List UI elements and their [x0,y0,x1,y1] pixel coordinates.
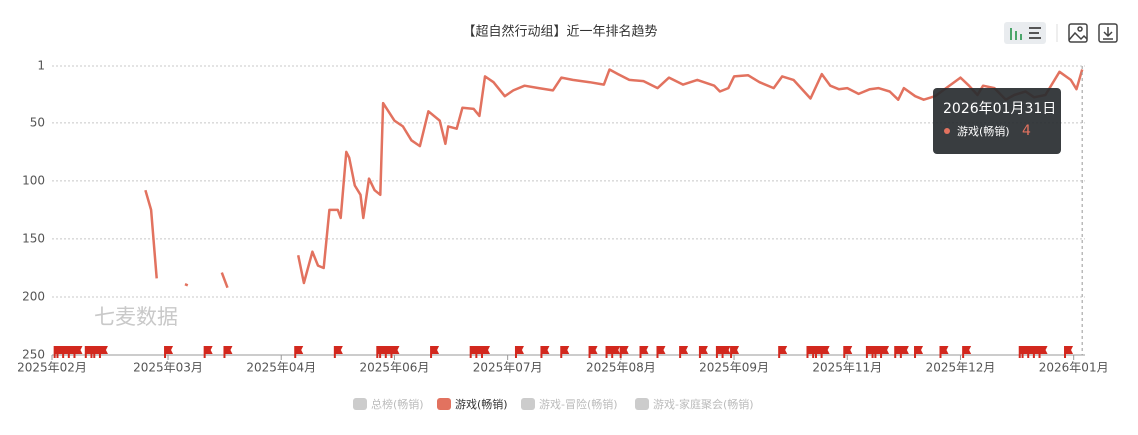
legend-swatch[interactable] [437,398,451,410]
event-flag[interactable] [73,346,83,358]
y-tick-label: 250 [22,348,45,362]
event-flag[interactable] [679,346,689,358]
event-flag[interactable] [540,346,550,358]
x-tick-label: 2025年06月 [360,361,430,375]
x-tick-label: 2025年12月 [926,361,996,375]
event-flag[interactable] [730,346,740,358]
legend-swatch[interactable] [635,398,649,410]
event-flag[interactable] [164,346,174,358]
legend-label[interactable]: 游戏-家庭聚会(畅销) [653,397,754,411]
tooltip-date: 2026年01月31日 [943,101,1056,117]
tooltip-value: 4 [1022,123,1031,139]
event-flag[interactable] [294,346,304,358]
event-flag[interactable] [560,346,570,358]
event-flag[interactable] [481,346,491,358]
event-flag[interactable] [98,346,108,358]
event-flag[interactable] [962,346,972,358]
event-flag[interactable] [639,346,649,358]
y-tick-label: 200 [22,289,45,303]
event-flag[interactable] [914,346,924,358]
legend-label[interactable]: 游戏-冒险(畅销) [539,397,618,411]
x-tick-label: 2025年04月 [246,361,316,375]
y-tick-label: 1 [37,59,45,73]
event-flag[interactable] [514,346,524,358]
event-flag[interactable] [203,346,213,358]
event-flag[interactable] [611,346,621,358]
event-flag[interactable] [333,346,343,358]
tooltip-series: 游戏(畅销) [957,124,1010,138]
event-flag[interactable] [778,346,788,358]
event-flag[interactable] [619,346,629,358]
save-image-button[interactable] [1068,23,1088,43]
watermark: 七麦数据 [94,305,178,329]
event-flag[interactable] [880,346,890,358]
event-flag[interactable] [843,346,853,358]
rank-line [144,68,1084,289]
y-tick-label: 100 [22,173,45,187]
legend-swatch[interactable] [521,398,535,410]
x-tick-label: 2026年01月 [1039,361,1109,375]
event-flag[interactable] [656,346,666,358]
x-tick-label: 2025年07月 [473,361,543,375]
download-button[interactable] [1098,23,1118,43]
y-tick-label: 150 [22,231,45,245]
x-tick-label: 2025年09月 [699,361,769,375]
x-tick-label: 2025年02月 [17,361,87,375]
event-flag[interactable] [1064,346,1074,358]
event-flag[interactable] [820,346,830,358]
legend-label[interactable]: 游戏(畅销) [455,397,508,411]
chart-title: 【超自然行动组】近一年排名趋势 [462,24,657,40]
event-flag[interactable] [939,346,949,358]
event-flag[interactable] [899,346,909,358]
x-tick-label: 2025年08月 [586,361,656,375]
x-tick-label: 2025年11月 [812,361,882,375]
legend-swatch[interactable] [353,398,367,410]
event-flag[interactable] [698,346,708,358]
y-tick-label: 50 [30,115,45,129]
event-flag[interactable] [430,346,440,358]
event-flag[interactable] [390,346,400,358]
tooltip-dot [944,128,950,134]
event-flag[interactable] [721,346,731,358]
legend-label[interactable]: 总榜(畅销) [371,397,424,411]
tooltip-box [933,88,1061,154]
x-tick-label: 2025年03月 [133,361,203,375]
event-flag[interactable] [223,346,233,358]
event-flag[interactable] [1038,346,1048,358]
event-flag[interactable] [588,346,598,358]
toolbar [1004,22,1118,44]
